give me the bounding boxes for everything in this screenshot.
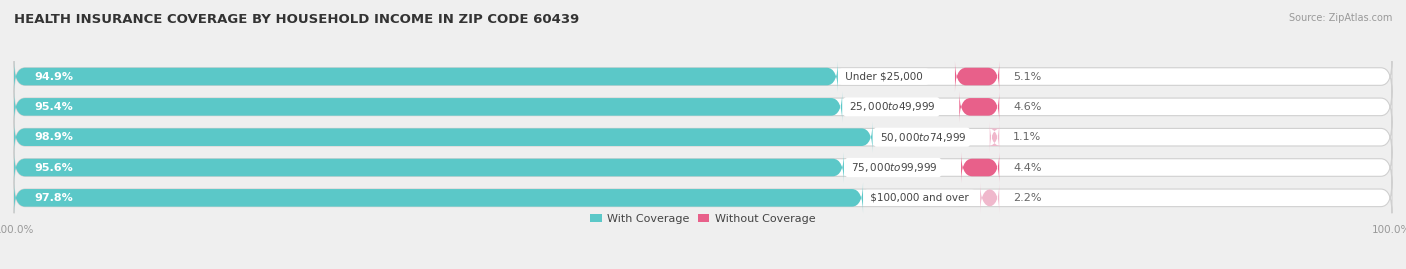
FancyBboxPatch shape xyxy=(962,152,1000,183)
FancyBboxPatch shape xyxy=(959,91,1000,122)
FancyBboxPatch shape xyxy=(14,182,1392,213)
Text: $100,000 and over: $100,000 and over xyxy=(868,193,972,203)
FancyBboxPatch shape xyxy=(955,61,1000,92)
Text: 2.2%: 2.2% xyxy=(1014,193,1042,203)
Text: 4.6%: 4.6% xyxy=(1014,102,1042,112)
Text: Source: ZipAtlas.com: Source: ZipAtlas.com xyxy=(1288,13,1392,23)
Text: 5.1%: 5.1% xyxy=(1014,72,1042,82)
FancyBboxPatch shape xyxy=(14,122,873,153)
FancyBboxPatch shape xyxy=(14,91,842,122)
FancyBboxPatch shape xyxy=(14,152,844,183)
Text: 98.9%: 98.9% xyxy=(35,132,73,142)
Text: 97.8%: 97.8% xyxy=(35,193,73,203)
Text: $50,000 to $74,999: $50,000 to $74,999 xyxy=(877,131,967,144)
Text: $25,000 to $49,999: $25,000 to $49,999 xyxy=(846,100,936,113)
Text: $75,000 to $99,999: $75,000 to $99,999 xyxy=(848,161,938,174)
Text: 95.4%: 95.4% xyxy=(35,102,73,112)
FancyBboxPatch shape xyxy=(14,122,1392,153)
Text: HEALTH INSURANCE COVERAGE BY HOUSEHOLD INCOME IN ZIP CODE 60439: HEALTH INSURANCE COVERAGE BY HOUSEHOLD I… xyxy=(14,13,579,26)
FancyBboxPatch shape xyxy=(980,182,1000,213)
Text: Under $25,000: Under $25,000 xyxy=(842,72,927,82)
Text: 1.1%: 1.1% xyxy=(1014,132,1042,142)
FancyBboxPatch shape xyxy=(14,152,1392,183)
FancyBboxPatch shape xyxy=(14,182,863,213)
Legend: With Coverage, Without Coverage: With Coverage, Without Coverage xyxy=(586,209,820,228)
FancyBboxPatch shape xyxy=(988,122,1001,153)
FancyBboxPatch shape xyxy=(14,61,1392,92)
Text: 4.4%: 4.4% xyxy=(1014,162,1042,172)
FancyBboxPatch shape xyxy=(14,61,838,92)
FancyBboxPatch shape xyxy=(14,91,1392,122)
Text: 94.9%: 94.9% xyxy=(35,72,73,82)
Text: 95.6%: 95.6% xyxy=(35,162,73,172)
